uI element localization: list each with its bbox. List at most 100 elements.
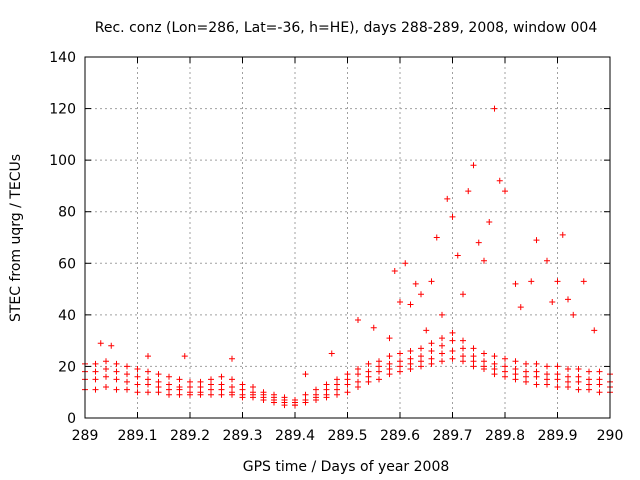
data-point-plus [418,345,424,352]
data-point-plus [465,188,472,195]
x-tick-label: 289.8 [485,428,525,444]
data-point-plus [239,381,246,388]
data-point-plus [449,355,456,362]
data-point-plus [460,353,466,360]
data-point-plus [355,384,361,391]
y-tick-label: 80 [58,205,76,221]
data-point-plus [418,363,424,370]
data-point-plus [544,371,550,378]
y-tick-label: 140 [49,50,76,66]
data-point-plus [596,381,603,388]
data-point-plus [187,391,193,398]
y-tick-label: 120 [49,102,76,118]
data-point-plus [208,391,214,398]
data-point-plus [512,371,519,378]
data-point-plus [428,355,435,362]
data-point-plus [428,278,435,285]
data-point-plus [544,381,550,388]
data-point-plus [344,371,351,378]
data-point-plus [554,384,561,391]
data-point-plus [271,399,277,406]
data-point-plus [512,280,519,287]
data-point-plus [386,360,393,367]
data-point-plus [554,376,561,383]
data-point-plus [365,360,372,367]
data-point-plus [502,363,508,370]
y-tick-label: 20 [58,359,76,375]
data-point-plus [533,360,540,367]
data-point-plus [344,389,351,396]
data-point-plus [544,363,550,370]
data-point-plus [575,378,582,385]
data-point-plus [444,195,451,202]
data-point-plus [491,353,498,360]
data-point-plus [433,234,440,241]
data-point-plus [113,360,120,367]
data-point-plus [533,368,540,375]
data-point-plus [470,353,477,360]
data-point-plus [108,342,115,349]
data-point-plus [512,376,519,383]
data-point-plus [176,391,183,398]
x-tick-label: 290 [597,428,624,444]
data-point-plus [486,219,493,226]
data-point-plus [365,378,372,385]
data-point-plus [386,366,393,373]
data-point-plus [449,213,456,220]
data-point-plus [397,350,403,357]
data-point-plus [92,360,99,367]
data-point-plus [418,353,424,360]
data-point-plus [155,389,162,396]
data-point-plus [591,327,598,334]
data-point-plus [460,345,466,352]
data-point-plus [449,329,456,336]
data-point-plus [113,386,120,393]
data-point-plus [565,373,571,380]
data-point-plus [344,381,351,388]
data-point-plus [533,373,540,380]
data-point-plus [428,347,435,354]
data-point-plus [596,376,603,383]
data-point-plus [145,389,151,396]
data-point-plus [334,381,340,388]
data-point-plus [460,291,466,298]
y-axis-label: STEC from uqrg / TECUs [8,154,24,322]
x-axis-ticks: 289 289.1 289.2 289.3 289.4 289.5 289.6 289.7 28… [72,57,624,444]
data-point-plus [544,376,550,383]
data-point-plus [397,363,403,370]
data-point-plus [176,386,183,393]
data-point-plus [491,371,498,378]
y-tick-label: 40 [58,308,76,324]
grid-lines [85,57,610,418]
data-point-plus [323,394,330,401]
data-point-plus [155,378,162,385]
chart-title: Rec. conz (Lon=286, Lat=-36, h=HE), days… [95,20,598,36]
data-point-plus [313,386,319,393]
data-point-plus [124,386,130,393]
data-point-plus [439,342,445,349]
data-point-plus [376,376,382,383]
x-tick-label: 289 [72,428,99,444]
data-point-plus [580,278,587,285]
data-point-plus [92,368,99,375]
data-point-plus [134,381,141,388]
data-point-plus [187,384,193,391]
data-point-plus [491,366,498,373]
x-tick-label: 289.1 [117,428,157,444]
data-point-plus [134,389,141,396]
data-point-plus [145,376,151,383]
data-point-plus [523,368,529,375]
data-point-plus [575,373,582,380]
data-point-plus [134,373,141,380]
y-axis-ticks: 0 20 40 60 80 100 120 140 [49,50,610,427]
data-point-plus [407,360,414,367]
data-point-plus [439,335,445,342]
data-point-plus [481,366,487,373]
data-point-plus [355,378,361,385]
data-point-plus [323,381,330,388]
data-point-plus [344,376,351,383]
data-point-plus [386,371,393,378]
data-point-plus [302,371,309,378]
data-point-plus [544,257,550,264]
